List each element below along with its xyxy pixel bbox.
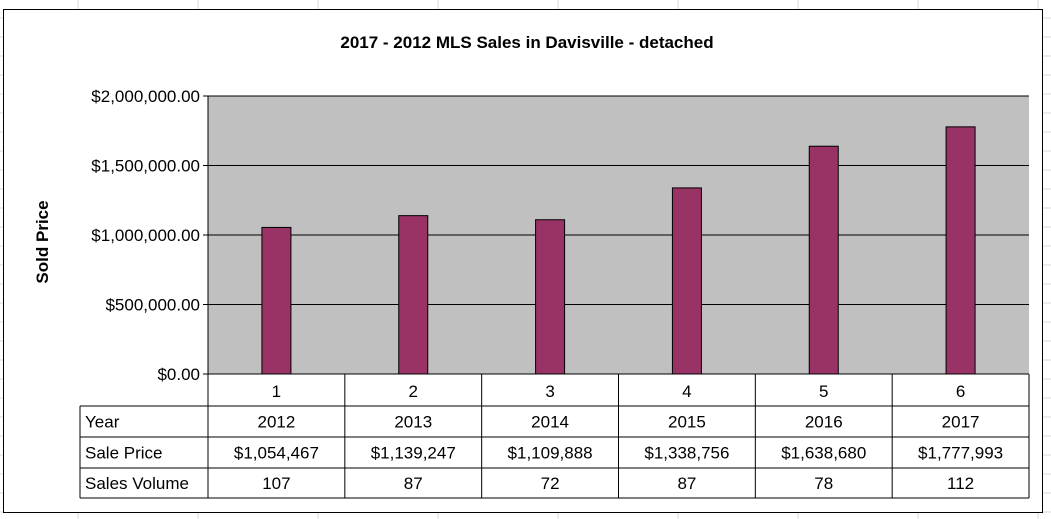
bar[interactable] — [398, 215, 429, 375]
category-label: 6 — [956, 382, 965, 401]
y-tick-label: $1,000,000.00 — [91, 226, 200, 245]
data-table: 1 2 3 4 5 6 Year 2012 2013 2014 2015 2016 2017 Sale P… — [79, 373, 1030, 499]
table-cell: 2014 — [531, 413, 569, 432]
table-row-header: Sale Price — [85, 444, 162, 463]
table-cell: 87 — [677, 474, 696, 493]
table-cell: 107 — [262, 474, 290, 493]
chart: 2017 - 2012 MLS Sales in Davisville - de… — [33, 33, 1030, 499]
y-tick-label: $0.00 — [157, 365, 200, 384]
table-cell: 87 — [404, 474, 423, 493]
bar[interactable] — [535, 219, 566, 375]
table-cell: 2012 — [258, 413, 296, 432]
table-cell: $1,777,993 — [918, 444, 1003, 463]
category-label: 5 — [819, 382, 828, 401]
table-cell: $1,638,680 — [781, 444, 866, 463]
plot-area: $0.00 $500,000.00 $1,000,000.00 $1,500,000.… — [91, 87, 1029, 384]
bar[interactable] — [945, 126, 976, 375]
table-cell: $1,338,756 — [644, 444, 729, 463]
table-cell: $1,139,247 — [371, 444, 456, 463]
table-cell: 2016 — [805, 413, 843, 432]
chart-area[interactable]: 2017 - 2012 MLS Sales in Davisville - de… — [3, 9, 1043, 513]
bar[interactable] — [808, 145, 839, 375]
table-cell: 2017 — [942, 413, 980, 432]
category-label: 3 — [545, 382, 554, 401]
y-tick-label: $500,000.00 — [105, 296, 200, 315]
table-cell: 2015 — [668, 413, 706, 432]
table-cell: 78 — [814, 474, 833, 493]
category-label: 2 — [409, 382, 418, 401]
table-row-header: Sales Volume — [85, 474, 189, 493]
y-tick-label: $2,000,000.00 — [91, 87, 200, 106]
bar[interactable] — [671, 187, 702, 375]
category-label: 4 — [682, 382, 691, 401]
category-label: 1 — [272, 382, 281, 401]
table-cell: 112 — [947, 474, 974, 493]
table-cell: $1,054,467 — [234, 444, 319, 463]
table-cell: 72 — [541, 474, 560, 493]
bar[interactable] — [261, 226, 292, 375]
chart-title: 2017 - 2012 MLS Sales in Davisville - de… — [340, 33, 713, 52]
table-cell: 2013 — [394, 413, 432, 432]
y-axis-label: Sold Price — [33, 200, 52, 283]
table-cell: $1,109,888 — [508, 444, 593, 463]
table-row-header: Year — [85, 413, 120, 432]
y-tick-label: $1,500,000.00 — [91, 157, 200, 176]
